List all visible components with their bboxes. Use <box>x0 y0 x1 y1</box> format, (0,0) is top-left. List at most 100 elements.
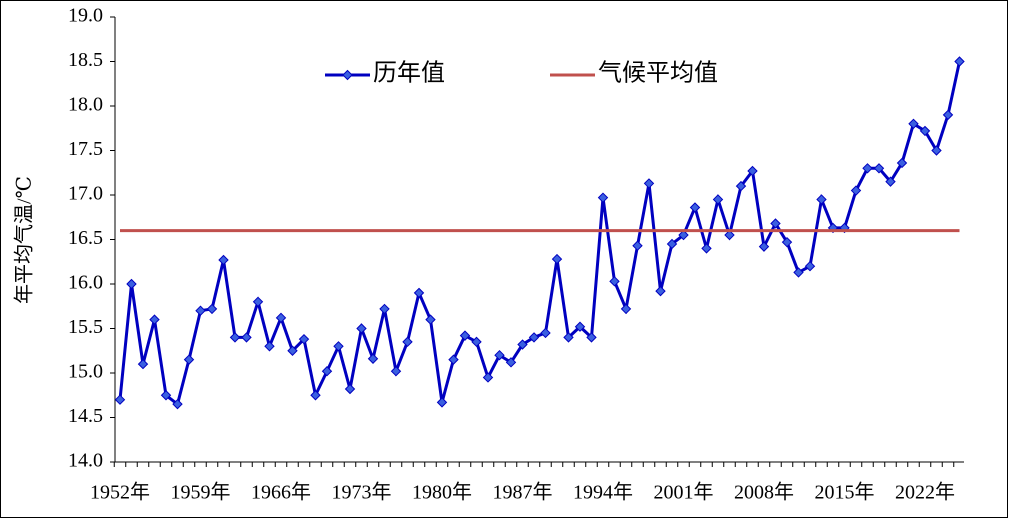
data-point <box>241 332 252 343</box>
data-point <box>793 267 804 278</box>
data-point <box>540 327 551 339</box>
x-tick-label: 2001年 <box>654 481 714 504</box>
x-tick-label: 2015年 <box>815 481 875 504</box>
x-tick-label: 1980年 <box>412 481 472 504</box>
data-point <box>172 398 183 410</box>
data-point <box>632 240 643 251</box>
legend-label: 历年值 <box>373 60 445 87</box>
data-point <box>620 303 632 315</box>
data-point <box>873 163 885 174</box>
data-point <box>333 341 344 352</box>
data-point <box>321 366 333 377</box>
data-point <box>563 332 574 343</box>
data-point <box>758 241 770 252</box>
data-point <box>379 303 390 315</box>
data-point <box>885 176 896 187</box>
data-point <box>195 305 206 316</box>
data-point <box>689 202 701 213</box>
data-point <box>264 341 275 352</box>
data-point <box>287 345 298 356</box>
data-point <box>448 354 459 365</box>
data-point <box>356 323 367 334</box>
x-tick-label: 1994年 <box>573 481 633 504</box>
data-point <box>586 332 597 343</box>
x-tick-label: 1966年 <box>251 481 311 504</box>
data-point <box>229 332 241 343</box>
data-point <box>862 163 873 174</box>
data-point <box>747 165 758 177</box>
data-point <box>252 296 264 308</box>
data-point <box>666 238 678 250</box>
x-tick-label: 1987年 <box>493 481 553 504</box>
x-tick-label: 1952年 <box>90 481 150 504</box>
data-point <box>436 397 448 408</box>
y-tick-label: 17.5 <box>68 138 103 160</box>
data-point <box>942 109 954 121</box>
data-point <box>816 194 827 205</box>
data-point <box>367 353 379 364</box>
data-point <box>310 390 321 401</box>
data-point <box>482 372 494 383</box>
y-axis-label: 年平均气温/℃ <box>13 176 36 304</box>
x-tick-label: 2022年 <box>895 481 955 504</box>
legend-label: 气候平均值 <box>598 60 718 87</box>
data-point <box>528 332 540 343</box>
data-point <box>804 260 816 272</box>
data-point <box>735 180 747 192</box>
data-point <box>643 178 655 189</box>
y-tick-label: 17.0 <box>68 183 103 205</box>
series-line <box>118 61 961 407</box>
data-point <box>206 303 218 315</box>
data-point <box>160 390 172 401</box>
data-point <box>126 278 137 290</box>
data-point <box>183 354 195 365</box>
data-point <box>494 349 505 361</box>
data-point <box>781 236 793 248</box>
data-point <box>954 56 965 67</box>
data-point <box>908 118 919 130</box>
data-point <box>413 287 425 299</box>
data-point <box>551 253 563 265</box>
data-point <box>505 357 517 368</box>
data-point <box>770 218 781 229</box>
x-tick-label: 2008年 <box>734 481 794 504</box>
x-tick-label: 1973年 <box>332 481 392 504</box>
data-point <box>655 285 666 297</box>
data-point <box>275 312 287 324</box>
data-point <box>701 243 712 254</box>
data-point <box>344 383 356 395</box>
data-point <box>425 314 436 325</box>
data-point <box>597 192 609 203</box>
data-point <box>850 185 862 196</box>
data-point <box>896 157 908 169</box>
y-tick-label: 15.0 <box>68 361 103 383</box>
y-tick-label: 18.0 <box>68 94 103 116</box>
data-point <box>459 330 471 341</box>
y-tick-label: 16.5 <box>68 227 103 249</box>
data-point <box>471 336 482 348</box>
data-point <box>931 145 942 156</box>
data-point <box>574 321 586 332</box>
y-tick-label: 16.0 <box>68 272 103 294</box>
data-point <box>517 339 528 350</box>
data-point <box>402 336 413 348</box>
legend-marker <box>342 69 353 81</box>
data-point <box>298 333 310 345</box>
data-point <box>919 125 931 137</box>
data-point <box>114 394 126 405</box>
x-tick-label: 1959年 <box>171 481 231 504</box>
data-point <box>678 229 689 241</box>
data-point <box>712 194 724 205</box>
y-tick-label: 19.0 <box>68 5 103 27</box>
data-point <box>149 314 160 325</box>
data-point <box>609 276 620 287</box>
y-tick-label: 15.5 <box>68 316 103 338</box>
y-tick-label: 14.5 <box>68 405 103 427</box>
y-tick-label: 14.0 <box>68 450 103 472</box>
data-point <box>218 254 229 266</box>
data-point <box>724 229 735 241</box>
y-tick-label: 18.5 <box>68 49 103 71</box>
